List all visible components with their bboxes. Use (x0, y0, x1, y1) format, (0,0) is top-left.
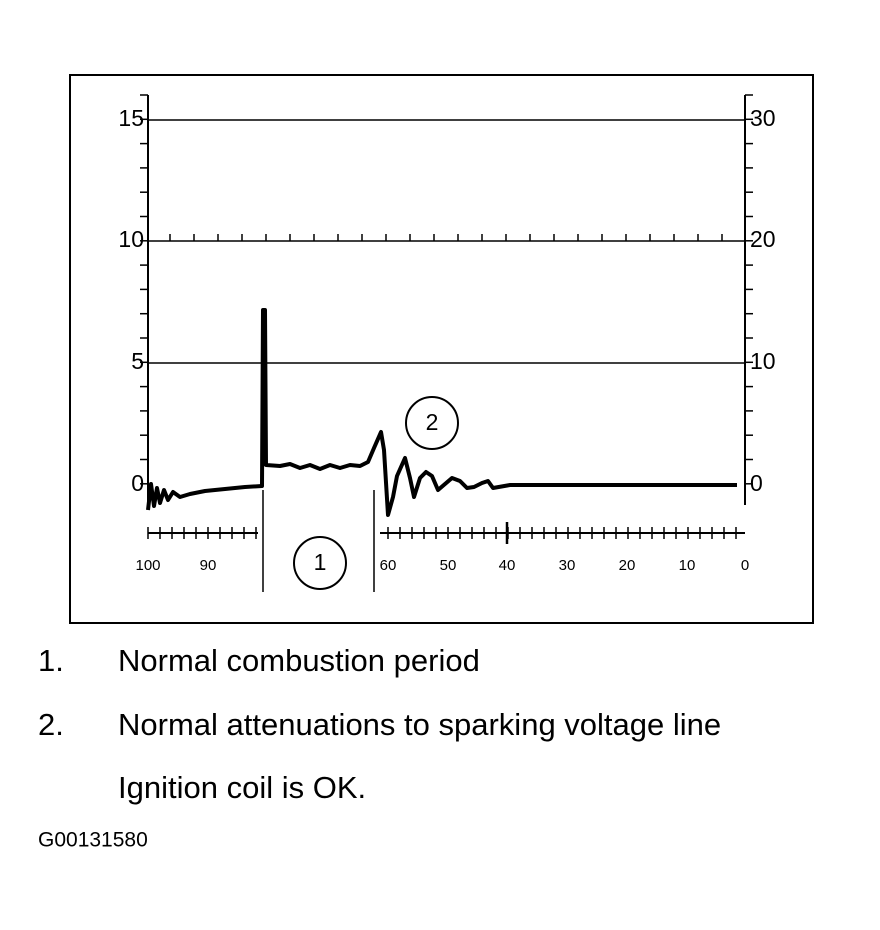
time-label: 40 (499, 557, 516, 574)
callout-circle (293, 536, 347, 590)
legend-text: Normal combustion period (118, 643, 480, 678)
waveform (146, 308, 737, 517)
right-axis-label: 10 (750, 348, 776, 374)
time-label: 90 (200, 557, 217, 574)
callout-circle (405, 396, 459, 450)
callout-label: 2 (426, 409, 439, 435)
left-axis-label: 10 (118, 226, 144, 252)
scope-plot: 1 2 (146, 95, 746, 592)
time-label: 50 (440, 557, 457, 574)
left-axis-label: 0 (131, 470, 144, 496)
legend-note: Ignition coil is OK. (118, 770, 366, 805)
left-axis-label: 15 (118, 105, 144, 131)
right-axis-label: 20 (750, 226, 776, 252)
time-label: 30 (559, 557, 576, 574)
left-axis-label: 5 (131, 348, 144, 374)
frame (69, 74, 814, 624)
time-label: 10 (679, 557, 696, 574)
callout-label: 1 (314, 549, 327, 575)
figure-id: G00131580 (38, 829, 148, 852)
legend-number: 2. (38, 707, 64, 742)
right-axis-label: 30 (750, 105, 776, 131)
right-axis-label: 0 (750, 470, 763, 496)
time-label: 60 (380, 557, 397, 574)
legend-text: Normal attenuations to sparking voltage … (118, 707, 721, 742)
legend-number: 1. (38, 643, 64, 678)
time-label: 20 (619, 557, 636, 574)
time-label: 100 (135, 557, 160, 574)
time-label: 0 (741, 557, 749, 574)
